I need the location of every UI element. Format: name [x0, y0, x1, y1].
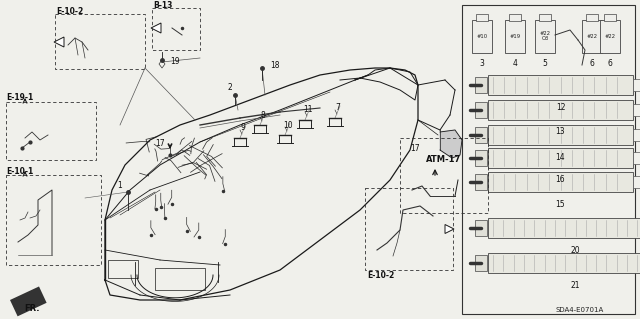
Text: SDA4-E0701A: SDA4-E0701A: [556, 307, 604, 313]
Text: 14: 14: [556, 152, 565, 161]
Text: B-13: B-13: [153, 2, 172, 11]
Bar: [633, 79, 640, 91]
Text: 5: 5: [543, 60, 547, 69]
Text: 13: 13: [556, 128, 565, 137]
Bar: [633, 152, 640, 164]
Bar: [633, 129, 640, 141]
Text: #22: #22: [586, 33, 598, 39]
Bar: [476, 127, 488, 143]
Bar: [365, 188, 453, 270]
Polygon shape: [54, 37, 64, 47]
Text: #22
O3: #22 O3: [540, 31, 550, 41]
Text: #10: #10: [476, 33, 488, 39]
Text: 20: 20: [571, 246, 580, 255]
Text: 16: 16: [556, 175, 565, 184]
Bar: [108, 260, 138, 278]
Bar: [633, 176, 640, 188]
Bar: [488, 148, 633, 168]
Text: 17: 17: [155, 138, 165, 147]
Text: 11: 11: [303, 106, 313, 115]
Polygon shape: [440, 130, 462, 158]
Bar: [476, 150, 488, 166]
Bar: [604, 14, 616, 21]
Bar: [476, 14, 488, 21]
Bar: [488, 75, 633, 95]
Text: 2: 2: [228, 84, 232, 93]
Text: ATM-17: ATM-17: [426, 155, 461, 165]
Bar: [488, 125, 633, 145]
Bar: [6, 175, 101, 265]
Text: #22: #22: [604, 33, 616, 39]
Text: 19: 19: [170, 57, 180, 66]
Bar: [488, 253, 640, 273]
Polygon shape: [151, 23, 161, 33]
Bar: [488, 100, 633, 120]
Text: 21: 21: [571, 280, 580, 290]
Bar: [476, 102, 488, 118]
Bar: [539, 14, 551, 21]
Text: #19: #19: [509, 33, 520, 39]
Text: 17: 17: [410, 144, 420, 152]
Bar: [6, 102, 96, 160]
Bar: [152, 8, 200, 50]
Bar: [476, 77, 488, 93]
Text: E-10-2: E-10-2: [56, 8, 83, 17]
Bar: [476, 174, 488, 190]
Text: 10: 10: [283, 121, 293, 130]
Bar: [633, 104, 640, 116]
Bar: [509, 14, 521, 21]
Bar: [55, 14, 145, 69]
Text: 8: 8: [260, 110, 266, 120]
Text: 6: 6: [589, 60, 595, 69]
Bar: [462, 5, 635, 314]
Text: E-10-1: E-10-1: [6, 167, 33, 175]
Text: 4: 4: [513, 60, 517, 69]
Bar: [488, 172, 633, 192]
Bar: [155, 268, 205, 290]
Text: 7: 7: [335, 103, 340, 113]
Bar: [582, 20, 602, 53]
Text: 18: 18: [270, 61, 280, 70]
Bar: [476, 220, 488, 236]
Bar: [472, 20, 492, 53]
Bar: [476, 255, 488, 271]
Bar: [586, 14, 598, 21]
Text: 3: 3: [479, 60, 484, 69]
Text: FR.: FR.: [24, 303, 40, 313]
Text: 15: 15: [556, 199, 565, 209]
Bar: [600, 20, 620, 53]
Bar: [488, 218, 640, 238]
Bar: [535, 20, 555, 53]
Bar: [10, 286, 47, 316]
Text: E-10-2: E-10-2: [367, 271, 394, 280]
Text: E-19-1: E-19-1: [6, 93, 33, 102]
Text: 9: 9: [241, 123, 245, 132]
Text: 6: 6: [607, 60, 612, 69]
Text: 1: 1: [118, 181, 122, 189]
Bar: [400, 138, 488, 213]
Polygon shape: [445, 225, 454, 234]
Bar: [505, 20, 525, 53]
Text: 12: 12: [556, 102, 565, 112]
